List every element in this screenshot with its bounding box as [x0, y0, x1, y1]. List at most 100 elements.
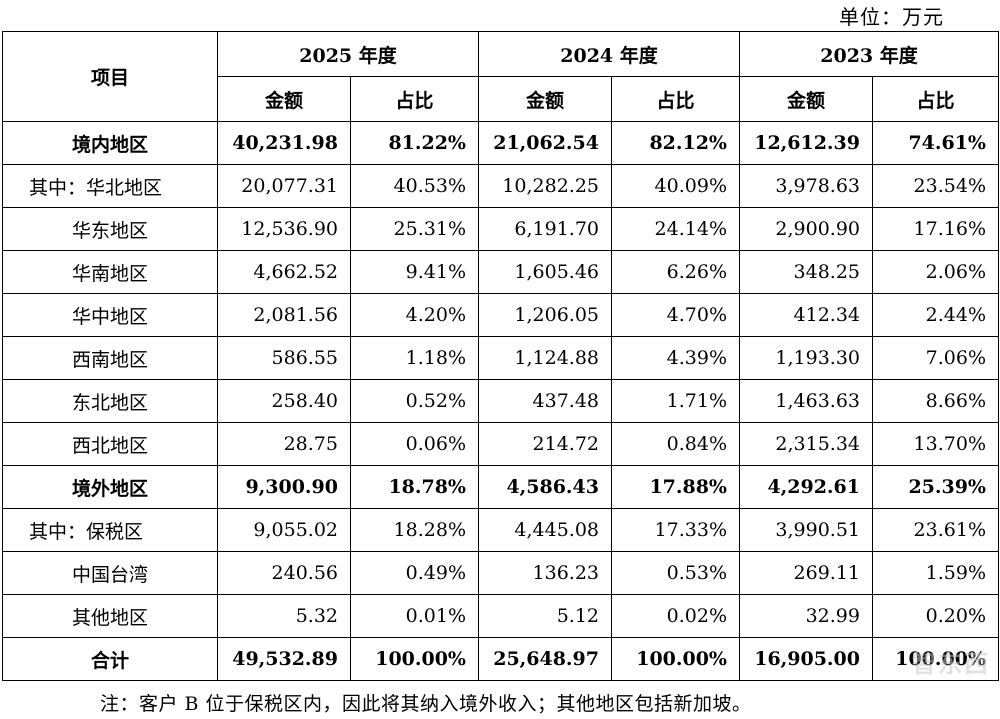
amount-header: 金额: [217, 76, 351, 122]
amount-2025-cell: 28.75: [217, 422, 351, 466]
table-row: 华中地区 2,081.56 4.20% 1,206.05 4.70% 412.34 2.44…: [2, 293, 999, 337]
unit-label: 单位：万元: [839, 5, 944, 29]
amount-2023-cell: 3,978.63: [739, 164, 873, 208]
ratio-header: 占比: [350, 76, 479, 122]
footnote: 注：客户 B 位于保税区内，因此将其纳入境外收入；其他地区包括新加坡。: [100, 693, 752, 715]
ratio-2025-cell: 0.52%: [350, 379, 479, 423]
revenue-by-region-table: 项目 2025 年度 2024 年度 2023 年度 金额 占比 金额 占比 金…: [2, 31, 999, 681]
amount-2023-cell: 1,193.30: [739, 336, 873, 380]
ratio-2024-cell: 24.14%: [611, 207, 740, 251]
region-name-cell: 其中：保税区: [2, 508, 218, 552]
amount-2024-cell: 25,648.97: [478, 637, 612, 681]
region-name-cell: 东北地区: [2, 379, 218, 423]
ratio-2025-cell: 1.18%: [350, 336, 479, 380]
ratio-2024-cell: 0.53%: [611, 551, 740, 595]
table-row: 境外地区 9,300.90 18.78% 4,586.43 17.88% 4,292.61…: [2, 465, 999, 509]
table-body: 境内地区 40,231.98 81.22% 21,062.54 82.12% 12,612…: [2, 121, 999, 681]
region-name-cell: 西南地区: [2, 336, 218, 380]
ratio-2024-cell: 4.39%: [611, 336, 740, 380]
amount-2025-cell: 20,077.31: [217, 164, 351, 208]
ratio-2023-cell: 8.66%: [872, 379, 999, 423]
amount-2025-cell: 49,532.89: [217, 637, 351, 681]
year-header-2025: 2025 年度: [217, 31, 479, 77]
amount-2023-cell: 16,905.00: [739, 637, 873, 681]
ratio-2025-cell: 4.20%: [350, 293, 479, 337]
ratio-2023-cell: 2.44%: [872, 293, 999, 337]
amount-2025-cell: 240.56: [217, 551, 351, 595]
table-row: 其中：保税区 9,055.02 18.28% 4,445.08 17.33% 3,990.…: [2, 508, 999, 552]
ratio-2024-cell: 6.26%: [611, 250, 740, 294]
ratio-2025-cell: 18.78%: [350, 465, 479, 509]
amount-2024-cell: 4,586.43: [478, 465, 612, 509]
ratio-2025-cell: 81.22%: [350, 121, 479, 165]
ratio-2023-cell: 25.39%: [872, 465, 999, 509]
amount-2025-cell: 586.55: [217, 336, 351, 380]
ratio-2024-cell: 1.71%: [611, 379, 740, 423]
ratio-header: 占比: [872, 76, 999, 122]
amount-2024-cell: 1,206.05: [478, 293, 612, 337]
amount-2024-cell: 1,124.88: [478, 336, 612, 380]
table-row: 东北地区 258.40 0.52% 437.48 1.71% 1,463.63 8.66%: [2, 379, 999, 423]
amount-2024-cell: 10,282.25: [478, 164, 612, 208]
ratio-2023-cell: 100.00%: [872, 637, 999, 681]
amount-2023-cell: 1,463.63: [739, 379, 873, 423]
amount-2024-cell: 214.72: [478, 422, 612, 466]
table-row: 华东地区 12,536.90 25.31% 6,191.70 24.14% 2,900.9…: [2, 207, 999, 251]
amount-2023-cell: 2,315.34: [739, 422, 873, 466]
ratio-2024-cell: 82.12%: [611, 121, 740, 165]
amount-2025-cell: 5.32: [217, 594, 351, 638]
ratio-header: 占比: [611, 76, 740, 122]
ratio-2024-cell: 40.09%: [611, 164, 740, 208]
region-name-cell: 西北地区: [2, 422, 218, 466]
amount-2024-cell: 1,605.46: [478, 250, 612, 294]
region-name-cell: 华南地区: [2, 250, 218, 294]
table-row: 境内地区 40,231.98 81.22% 21,062.54 82.12% 12,612…: [2, 121, 999, 165]
amount-2025-cell: 40,231.98: [217, 121, 351, 165]
amount-2024-cell: 5.12: [478, 594, 612, 638]
amount-2024-cell: 136.23: [478, 551, 612, 595]
year-header-2024: 2024 年度: [478, 31, 740, 77]
ratio-2025-cell: 9.41%: [350, 250, 479, 294]
amount-2024-cell: 4,445.08: [478, 508, 612, 552]
ratio-2023-cell: 7.06%: [872, 336, 999, 380]
ratio-2025-cell: 25.31%: [350, 207, 479, 251]
region-name-cell: 境内地区: [2, 121, 218, 165]
header-row-metrics: 金额 占比 金额 占比 金额 占比: [3, 76, 999, 122]
amount-2025-cell: 258.40: [217, 379, 351, 423]
region-name-cell: 华中地区: [2, 293, 218, 337]
ratio-2025-cell: 0.01%: [350, 594, 479, 638]
ratio-2023-cell: 0.20%: [872, 594, 999, 638]
amount-2023-cell: 2,900.90: [739, 207, 873, 251]
region-name-cell: 其他地区: [2, 594, 218, 638]
amount-2023-cell: 32.99: [739, 594, 873, 638]
amount-header: 金额: [478, 76, 612, 122]
region-name-cell: 境外地区: [2, 465, 218, 509]
region-name-cell: 中国台湾: [2, 551, 218, 595]
table-row: 其中：华北地区 20,077.31 40.53% 10,282.25 40.09% 3,9…: [2, 164, 999, 208]
header-row-years: 项目 2025 年度 2024 年度 2023 年度: [2, 31, 999, 122]
ratio-2024-cell: 100.00%: [611, 637, 740, 681]
amount-2023-cell: 12,612.39: [739, 121, 873, 165]
amount-2023-cell: 4,292.61: [739, 465, 873, 509]
amount-2025-cell: 12,536.90: [217, 207, 351, 251]
ratio-2024-cell: 17.88%: [611, 465, 740, 509]
year-header-2023: 2023 年度: [739, 31, 999, 77]
ratio-2023-cell: 13.70%: [872, 422, 999, 466]
amount-2025-cell: 2,081.56: [217, 293, 351, 337]
table-row: 西南地区 586.55 1.18% 1,124.88 4.39% 1,193.30 7.06…: [2, 336, 999, 380]
ratio-2023-cell: 23.61%: [872, 508, 999, 552]
amount-2025-cell: 4,662.52: [217, 250, 351, 294]
ratio-2023-cell: 23.54%: [872, 164, 999, 208]
amount-header: 金额: [739, 76, 873, 122]
ratio-2025-cell: 0.49%: [350, 551, 479, 595]
amount-2024-cell: 21,062.54: [478, 121, 612, 165]
table-row: 西北地区 28.75 0.06% 214.72 0.84% 2,315.34 13.70%: [2, 422, 999, 466]
table-row: 合计 49,532.89 100.00% 25,648.97 100.00% 16,905…: [2, 637, 999, 681]
amount-2023-cell: 3,990.51: [739, 508, 873, 552]
ratio-2025-cell: 18.28%: [350, 508, 479, 552]
ratio-2025-cell: 100.00%: [350, 637, 479, 681]
ratio-2024-cell: 0.84%: [611, 422, 740, 466]
ratio-2023-cell: 17.16%: [872, 207, 999, 251]
item-header: 项目: [2, 31, 218, 122]
region-name-cell: 其中：华北地区: [2, 164, 218, 208]
